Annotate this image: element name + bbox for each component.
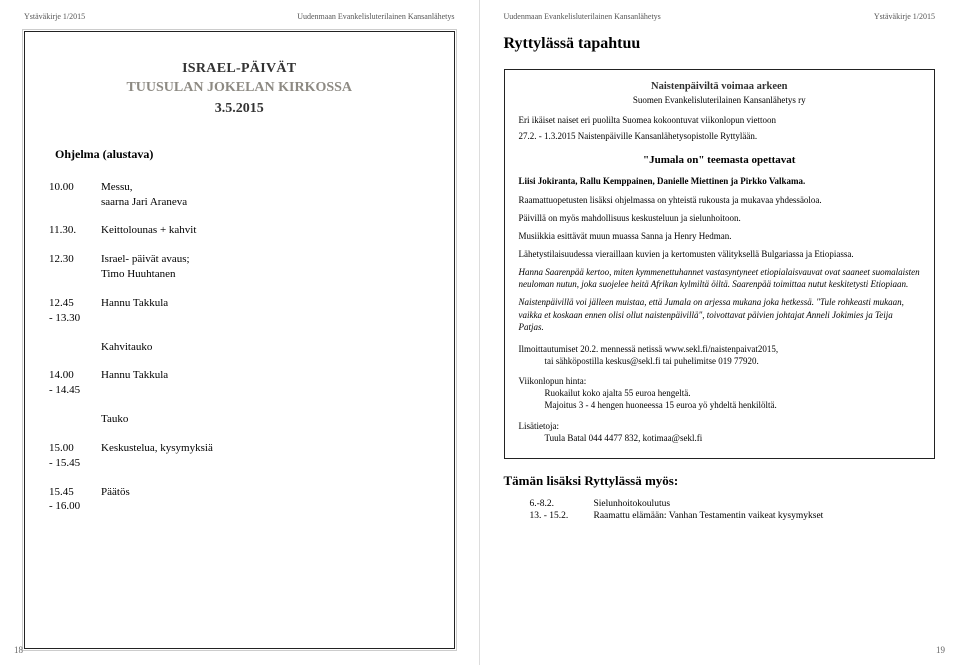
left-panel: ISRAEL-PÄIVÄT TUUSULAN JOKELAN KIRKOSSA …	[24, 31, 455, 649]
also-date: 13. - 15.2.	[530, 511, 594, 521]
np-p3: Musiikkia esittävät muun muassa Sanna ja…	[519, 230, 921, 242]
program-row: 10.00Messu,saarna Jari Araneva	[49, 180, 430, 210]
also-date: 6.-8.2.	[530, 499, 594, 509]
program-time: 10.00	[49, 180, 101, 210]
program-desc: Messu,saarna Jari Araneva	[101, 180, 430, 210]
program-row: Kahvitauko	[49, 340, 430, 355]
program-desc: Kahvitauko	[101, 340, 430, 355]
also-desc: Raamattu elämään: Vanhan Testamentin vai…	[594, 511, 824, 521]
np-more-title: Lisätietoja:	[519, 420, 921, 432]
program-time: 12.45- 13.30	[49, 296, 101, 326]
program-desc: Hannu Takkula	[101, 296, 430, 326]
program-row: 14.00- 14.45Hannu Takkula	[49, 368, 430, 398]
program-desc: Päätös	[101, 485, 430, 515]
np-price-title: Viikonlopun hinta:	[519, 375, 921, 387]
program-title: Ohjelma (alustava)	[55, 147, 430, 162]
page-header: Uudenmaan Evankelisluterilainen Kansanlä…	[504, 12, 936, 21]
header-right: Uudenmaan Evankelisluterilainen Kansanlä…	[297, 12, 454, 21]
np-org: Suomen Evankelisluterilainen Kansanlähet…	[519, 94, 921, 106]
program-row: 11.30.Keittolounas + kahvit	[49, 223, 430, 238]
program-time: 12.30	[49, 252, 101, 282]
np-teachers: Liisi Jokiranta, Rallu Kemppainen, Danie…	[519, 175, 921, 187]
np-price2: Majoitus 3 - 4 hengen huoneessa 15 euroa…	[519, 399, 921, 411]
page-number: 19	[936, 645, 945, 655]
right-page: Uudenmaan Evankelisluterilainen Kansanlä…	[480, 0, 959, 665]
np-p2: Päivillä on myös mahdollisuus keskustelu…	[519, 212, 921, 224]
program-desc: Keittolounas + kahvit	[101, 223, 430, 238]
program-row: 15.00- 15.45Keskustelua, kysymyksiä	[49, 441, 430, 471]
np-p6: Naistenpäivillä voi jälleen muistaa, ett…	[519, 296, 921, 332]
right-content: Ryttylässä tapahtuu Naistenpäiviltä voim…	[504, 31, 936, 649]
np-intro2: 27.2. - 1.3.2015 Naistenpäiville Kansanl…	[519, 130, 921, 142]
np-reg1: Ilmoittautumiset 20.2. mennessä netissä …	[519, 343, 921, 355]
page-number: 18	[14, 645, 23, 655]
program-desc: Hannu Takkula	[101, 368, 430, 398]
program-row: 12.45- 13.30Hannu Takkula	[49, 296, 430, 326]
np-section-title: "Jumala on" teemasta opettavat	[519, 153, 921, 168]
also-desc: Sielunhoitokoulutus	[594, 499, 671, 509]
program-time	[49, 340, 101, 355]
np-title: Naistenpäiviltä voimaa arkeen	[519, 80, 921, 94]
israel-subtitle: TUUSULAN JOKELAN KIRKOSSA	[49, 79, 430, 98]
also-list: 6.-8.2.Sielunhoitokoulutus13. - 15.2.Raa…	[504, 499, 936, 521]
header-left: Uudenmaan Evankelisluterilainen Kansanlä…	[504, 12, 661, 21]
np-p5: Hanna Saarenpää kertoo, miten kymmenettu…	[519, 266, 921, 290]
program-time	[49, 412, 101, 427]
also-title: Tämän lisäksi Ryttylässä myös:	[504, 473, 936, 489]
left-page: Ystäväkirje 1/2015 Uudenmaan Evankelislu…	[0, 0, 480, 665]
main-title: Ryttylässä tapahtuu	[504, 35, 936, 53]
program-row: 12.30Israel- päivät avaus;Timo Huuhtanen	[49, 252, 430, 282]
np-intro1: Eri ikäiset naiset eri puolilta Suomea k…	[519, 114, 921, 126]
program-row: Tauko	[49, 412, 430, 427]
program-time: 15.00- 15.45	[49, 441, 101, 471]
program-time: 15.45- 16.00	[49, 485, 101, 515]
also-row: 6.-8.2.Sielunhoitokoulutus	[504, 499, 936, 509]
header-left: Ystäväkirje 1/2015	[24, 12, 85, 21]
program-desc: Keskustelua, kysymyksiä	[101, 441, 430, 471]
program-table: 10.00Messu,saarna Jari Araneva11.30.Keit…	[49, 180, 430, 515]
israel-block: ISRAEL-PÄIVÄT TUUSULAN JOKELAN KIRKOSSA …	[49, 60, 430, 119]
np-price1: Ruokailut koko ajalta 55 euroa hengeltä.	[519, 387, 921, 399]
page-header: Ystäväkirje 1/2015 Uudenmaan Evankelislu…	[24, 12, 455, 21]
israel-date: 3.5.2015	[49, 100, 430, 119]
np-more1: Tuula Batal 044 4477 832, kotimaa@sekl.f…	[519, 432, 921, 444]
naistenpaivat-box: Naistenpäiviltä voimaa arkeen Suomen Eva…	[504, 69, 936, 459]
program-time: 11.30.	[49, 223, 101, 238]
also-row: 13. - 15.2.Raamattu elämään: Vanhan Test…	[504, 511, 936, 521]
header-right: Ystäväkirje 1/2015	[874, 12, 935, 21]
program-desc: Israel- päivät avaus;Timo Huuhtanen	[101, 252, 430, 282]
program-time: 14.00- 14.45	[49, 368, 101, 398]
program-row: 15.45- 16.00Päätös	[49, 485, 430, 515]
np-p4: Lähetystilaisuudessa vieraillaan kuvien …	[519, 248, 921, 260]
np-reg2: tai sähköpostilla keskus@sekl.fi tai puh…	[519, 355, 921, 367]
np-p1: Raamattuopetusten lisäksi ohjelmassa on …	[519, 194, 921, 206]
program-desc: Tauko	[101, 412, 430, 427]
israel-title: ISRAEL-PÄIVÄT	[49, 60, 430, 79]
